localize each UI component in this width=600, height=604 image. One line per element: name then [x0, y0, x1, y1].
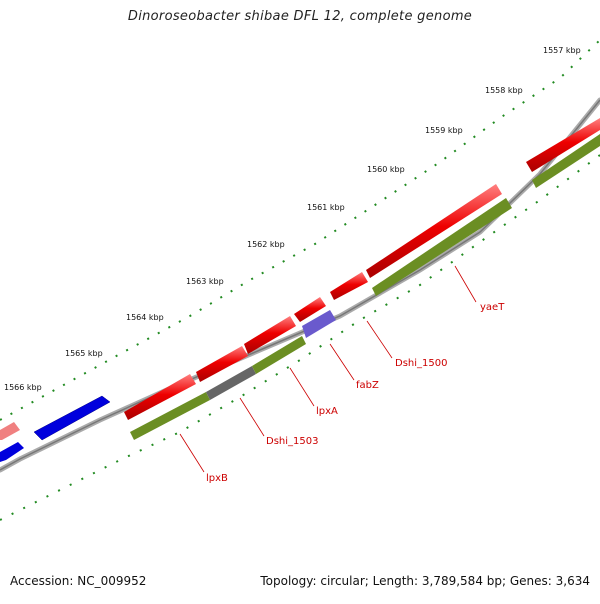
- gene-Dshi_1503-block[interactable]: [206, 366, 256, 400]
- kbp-label-1560: 1560 kbp: [367, 165, 405, 174]
- kbp-label-1563: 1563 kbp: [186, 277, 224, 286]
- gene-yaeT-block[interactable]: [372, 198, 512, 296]
- kbp-label-1564: 1564 kbp: [126, 313, 164, 322]
- cds-lpxB[interactable]: [124, 374, 196, 420]
- genome-summary-text: Topology: circular; Length: 3,789,584 bp…: [260, 574, 590, 588]
- gene-label-yaeT[interactable]: yaeT: [480, 302, 505, 313]
- gene-label-lpxA[interactable]: lpxA: [316, 406, 338, 417]
- leader-lpxA: [289, 367, 315, 407]
- cds-yaeT[interactable]: [366, 184, 502, 278]
- gene-next-block[interactable]: [532, 134, 600, 188]
- gene-label-Dshi_1500[interactable]: Dshi_1500: [395, 358, 447, 369]
- gene-label-Dshi_1503[interactable]: Dshi_1503: [266, 436, 318, 447]
- kbp-label-1559: 1559 kbp: [425, 126, 463, 135]
- page-title: Dinoroseobacter shibae DFL 12, complete …: [127, 9, 473, 24]
- cds-reverse-2[interactable]: [0, 442, 24, 462]
- cds-next[interactable]: [526, 118, 600, 172]
- leader-lpxB: [179, 433, 205, 473]
- kbp-label-1565: 1565 kbp: [65, 349, 103, 358]
- gene-label-lpxB[interactable]: lpxB: [206, 473, 228, 484]
- leader-Dshi_1500: [366, 320, 393, 359]
- leader-fabZ: [329, 343, 355, 381]
- cds-reverse-1[interactable]: [33, 395, 111, 441]
- kbp-label-1566: 1566 kbp: [4, 383, 42, 392]
- cds-lpxA[interactable]: [244, 316, 296, 354]
- kbp-label-1558: 1558 kbp: [485, 86, 523, 95]
- kbp-label-1561: 1561 kbp: [307, 203, 345, 212]
- gene-lpxB-block[interactable]: [130, 392, 210, 440]
- gene-fabZ-block[interactable]: [302, 310, 336, 338]
- kbp-label-1562: 1562 kbp: [247, 240, 285, 249]
- cds-fabZ[interactable]: [294, 297, 326, 322]
- genome-backbone: [0, 97, 600, 473]
- cds-faded-1[interactable]: [0, 422, 20, 440]
- gene-label-fabZ[interactable]: fabZ: [356, 380, 379, 391]
- cds-Dshi_1500[interactable]: [330, 272, 368, 300]
- cds-Dshi_1503[interactable]: [196, 346, 248, 382]
- leader-yaeT: [454, 265, 477, 303]
- accession-text: Accession: NC_009952: [10, 574, 147, 588]
- gene-lpxA-block[interactable]: [252, 336, 306, 374]
- kbp-label-1557: 1557 kbp: [543, 46, 581, 55]
- ruler-track: [0, 39, 600, 421]
- leader-Dshi_1503: [239, 397, 265, 437]
